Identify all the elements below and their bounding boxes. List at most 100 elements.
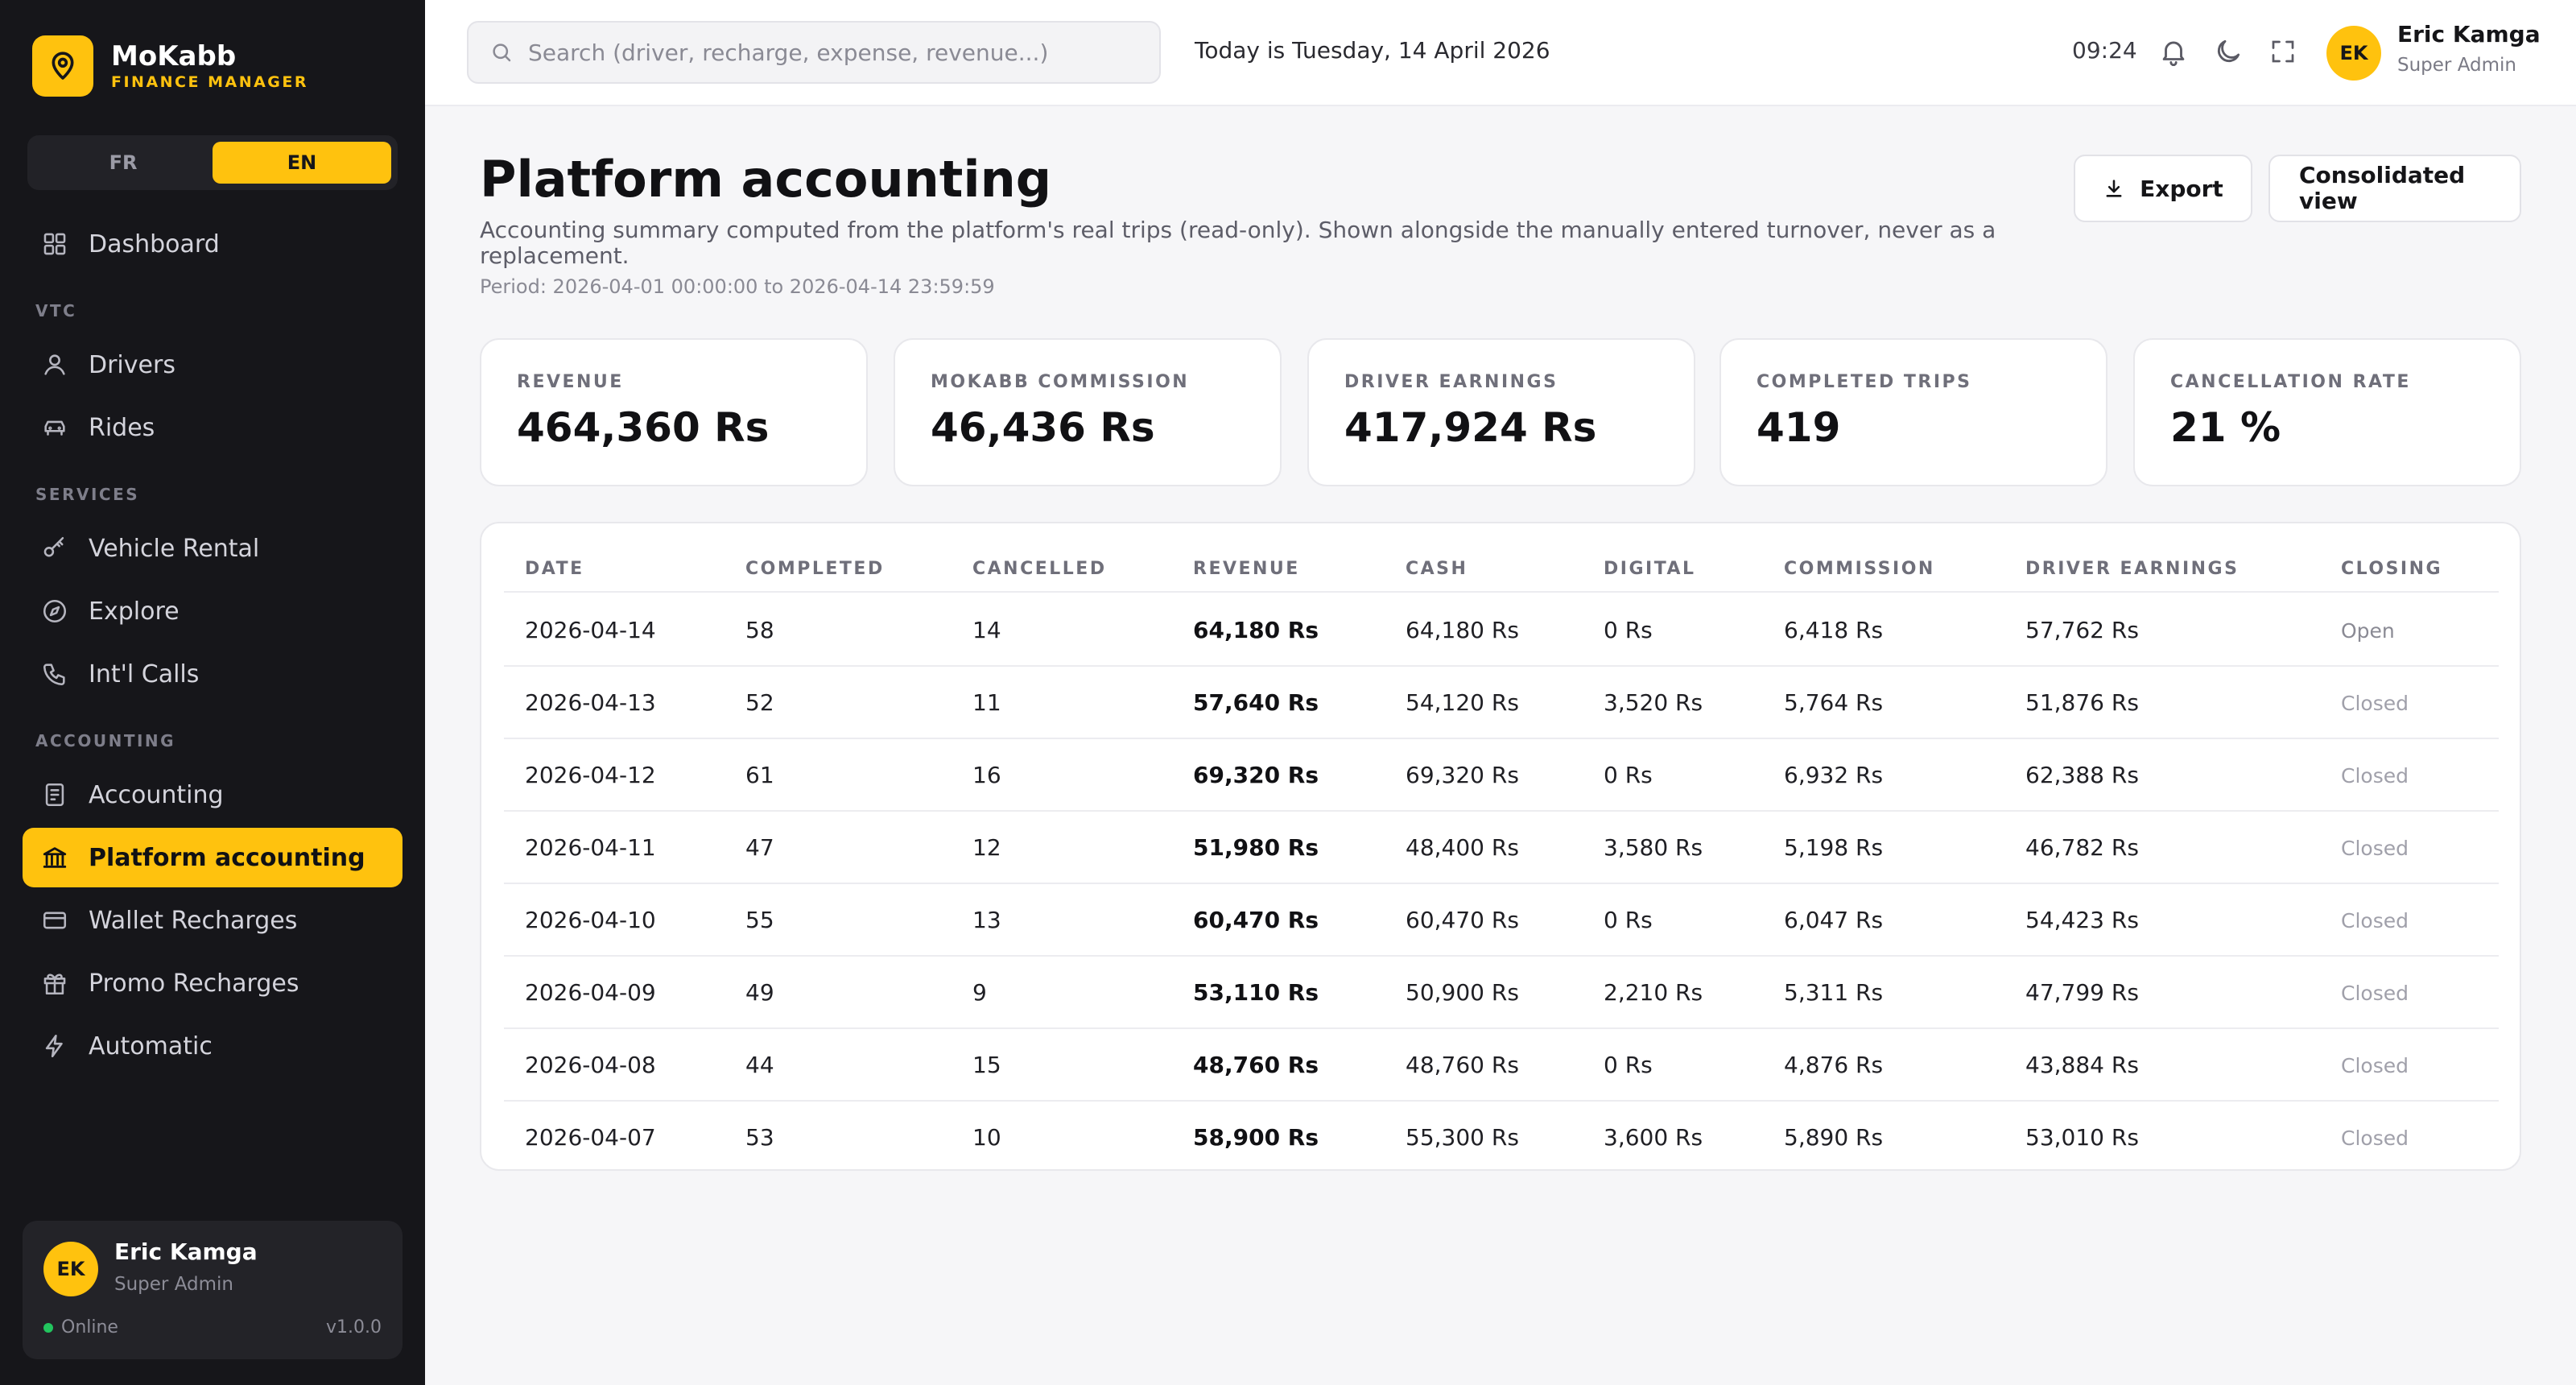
column-header-commission: COMMISSION xyxy=(1784,559,1935,579)
sidebar-user-card[interactable]: EK Eric Kamga Super Admin Online v1.0.0 xyxy=(23,1221,402,1359)
cell-revenue: 58,900 Rs xyxy=(1193,1124,1319,1151)
sidebar: MoKabb FINANCE MANAGER FR EN Dashboard V… xyxy=(0,0,425,1385)
cell-completed: 47 xyxy=(745,834,774,861)
cell-revenue: 48,760 Rs xyxy=(1193,1052,1319,1078)
search-icon xyxy=(489,40,514,64)
phone-icon xyxy=(40,659,69,688)
export-button[interactable]: Export xyxy=(2074,155,2252,222)
gift-icon xyxy=(40,969,69,998)
cell-date: 2026-04-14 xyxy=(525,617,656,643)
sidebar-item-explore[interactable]: Explore xyxy=(23,581,402,641)
cell-driver-earnings: 57,762 Rs xyxy=(2025,617,2139,643)
stat-card-commission: MOKABB COMMISSION 46,436 Rs xyxy=(894,338,1282,486)
sidebar-item-platform-accounting[interactable]: Platform accounting xyxy=(23,828,402,887)
cell-closing-status: Closed xyxy=(2341,764,2409,788)
cell-revenue: 53,110 Rs xyxy=(1193,979,1319,1006)
stat-label: REVENUE xyxy=(517,372,624,392)
fullscreen-icon[interactable] xyxy=(2267,35,2299,68)
table-row: 2026-04-07 53 10 58,900 Rs 55,300 Rs 3,6… xyxy=(504,1102,2499,1174)
sidebar-item-label: Platform accounting xyxy=(89,843,365,872)
stat-value: 46,436 Rs xyxy=(931,404,1155,451)
sidebar-item-label: Dashboard xyxy=(89,229,220,258)
lang-en-button[interactable]: EN xyxy=(213,142,391,184)
daily-accounting-table: DATE COMPLETED CANCELLED REVENUE CASH DI… xyxy=(480,522,2521,1171)
cell-driver-earnings: 46,782 Rs xyxy=(2025,834,2139,861)
sidebar-item-label: Drivers xyxy=(89,350,175,379)
cell-commission: 5,198 Rs xyxy=(1784,834,1884,861)
sidebar-item-vehicle-rental[interactable]: Vehicle Rental xyxy=(23,519,402,578)
receipt-icon xyxy=(40,780,69,809)
sidebar-item-drivers[interactable]: Drivers xyxy=(23,335,402,395)
avatar[interactable]: EK xyxy=(2326,26,2381,81)
brand[interactable]: MoKabb FINANCE MANAGER xyxy=(32,35,308,97)
map-pin-icon xyxy=(32,35,93,97)
cell-date: 2026-04-11 xyxy=(525,834,656,861)
sidebar-item-dashboard[interactable]: Dashboard xyxy=(23,214,402,274)
cell-cancelled: 14 xyxy=(972,617,1001,643)
export-label: Export xyxy=(2140,175,2223,202)
column-header-revenue: REVENUE xyxy=(1193,559,1300,579)
sidebar-item-label: Automatic xyxy=(89,1032,213,1060)
stat-card-completed-trips: COMPLETED TRIPS 419 xyxy=(1719,338,2107,486)
stat-label: MOKABB COMMISSION xyxy=(931,372,1190,392)
sidebar-item-promo-recharges[interactable]: Promo Recharges xyxy=(23,953,402,1013)
stat-value: 21 % xyxy=(2170,404,2281,451)
bolt-icon xyxy=(40,1032,69,1060)
header-user-name[interactable]: Eric Kamga xyxy=(2397,21,2541,48)
cell-completed: 53 xyxy=(745,1124,774,1151)
cell-completed: 55 xyxy=(745,907,774,933)
stat-value: 417,924 Rs xyxy=(1344,404,1597,451)
sidebar-item-label: Rides xyxy=(89,413,155,442)
header-user-role: Super Admin xyxy=(2397,55,2516,76)
search-input[interactable] xyxy=(528,39,1156,66)
sidebar-item-wallet-recharges[interactable]: Wallet Recharges xyxy=(23,891,402,950)
sidebar-item-rides[interactable]: Rides xyxy=(23,398,402,457)
cell-driver-earnings: 53,010 Rs xyxy=(2025,1124,2139,1151)
sidebar-item-label: Explore xyxy=(89,597,180,626)
stat-label: DRIVER EARNINGS xyxy=(1344,372,1558,392)
cell-closing-status: Closed xyxy=(2341,1127,2409,1150)
card-icon xyxy=(40,906,69,935)
cell-cancelled: 10 xyxy=(972,1124,1001,1151)
cell-revenue: 51,980 Rs xyxy=(1193,834,1319,861)
lang-fr-button[interactable]: FR xyxy=(109,151,138,174)
cell-driver-earnings: 47,799 Rs xyxy=(2025,979,2139,1006)
moon-icon[interactable] xyxy=(2212,35,2244,68)
bell-icon[interactable] xyxy=(2157,35,2190,68)
user-status: Online xyxy=(43,1317,118,1337)
cell-commission: 5,764 Rs xyxy=(1784,689,1884,716)
column-header-date: DATE xyxy=(525,559,584,579)
cell-cancelled: 13 xyxy=(972,907,1001,933)
sidebar-item-label: Int'l Calls xyxy=(89,659,200,688)
stat-card-revenue: REVENUE 464,360 Rs xyxy=(480,338,868,486)
column-header-digital: DIGITAL xyxy=(1604,559,1696,579)
cell-cash: 69,320 Rs xyxy=(1406,762,1519,788)
cell-cash: 48,400 Rs xyxy=(1406,834,1519,861)
consolidated-view-button[interactable]: Consolidated view xyxy=(2268,155,2521,222)
sidebar-item-label: Wallet Recharges xyxy=(89,906,298,935)
brand-subtitle: FINANCE MANAGER xyxy=(111,73,309,91)
cell-cash: 54,120 Rs xyxy=(1406,689,1519,716)
cell-completed: 49 xyxy=(745,979,774,1006)
page-period: Period: 2026-04-01 00:00:00 to 2026-04-1… xyxy=(480,275,995,298)
search-box[interactable] xyxy=(467,21,1161,84)
cell-completed: 52 xyxy=(745,689,774,716)
user-name: Eric Kamga xyxy=(114,1238,258,1265)
stat-label: CANCELLATION RATE xyxy=(2170,372,2411,392)
cell-cancelled: 12 xyxy=(972,834,1001,861)
table-row: 2026-04-09 49 9 53,110 Rs 50,900 Rs 2,21… xyxy=(504,957,2499,1029)
cell-cash: 55,300 Rs xyxy=(1406,1124,1519,1151)
sidebar-item-intl-calls[interactable]: Int'l Calls xyxy=(23,644,402,704)
avatar: EK xyxy=(43,1242,98,1296)
stat-card-driver-earnings: DRIVER EARNINGS 417,924 Rs xyxy=(1307,338,1695,486)
compass-icon xyxy=(40,597,69,626)
sidebar-item-automatic[interactable]: Automatic xyxy=(23,1016,402,1076)
cell-digital: 0 Rs xyxy=(1604,762,1653,788)
cell-driver-earnings: 51,876 Rs xyxy=(2025,689,2139,716)
app-version: v1.0.0 xyxy=(326,1317,382,1337)
nav-section-accounting: ACCOUNTING xyxy=(35,731,176,750)
column-header-driver-earnings: DRIVER EARNINGS xyxy=(2025,559,2240,579)
cell-revenue: 60,470 Rs xyxy=(1193,907,1319,933)
sidebar-item-accounting[interactable]: Accounting xyxy=(23,765,402,825)
column-header-cancelled: CANCELLED xyxy=(972,559,1107,579)
